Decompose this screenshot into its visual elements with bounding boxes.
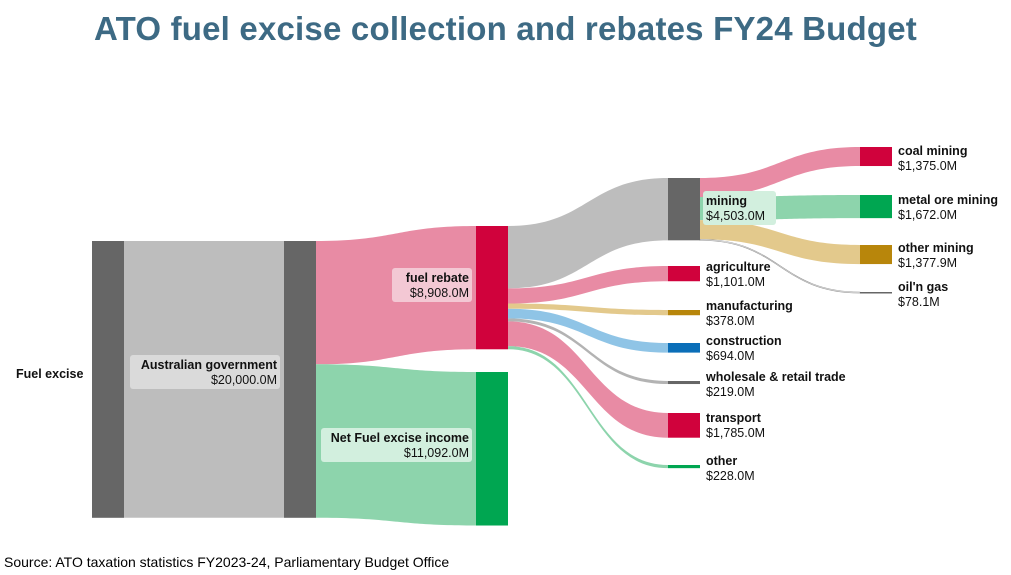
label-net-income-name: Net Fuel excise income	[331, 431, 469, 445]
label-box-aus-gov	[130, 355, 280, 389]
label-agriculture-value: $1,101.0M	[706, 275, 765, 289]
label-construction-value: $694.0M	[706, 349, 755, 363]
label-aus-gov-value: $20,000.0M	[211, 373, 277, 387]
node-coal	[860, 147, 892, 167]
node-fuel_excise	[92, 241, 124, 518]
label-metal-value: $1,672.0M	[898, 208, 957, 222]
label-wholesale-name: wholesale & retail trade	[705, 370, 846, 384]
link-fuel_rebate-to-wholesale	[508, 318, 668, 385]
label-oil_gas-name: oil'n gas	[898, 280, 948, 294]
label-coal-name: coal mining	[898, 144, 967, 158]
link-fuel_rebate-to-manufacturing	[508, 303, 668, 316]
label-other_mining-value: $1,377.9M	[898, 256, 957, 270]
link-fuel_rebate-to-mining	[508, 178, 668, 289]
label-fuel-excise-name: Fuel excise	[16, 367, 83, 381]
label-other-name: other	[706, 454, 737, 468]
link-mining-to-coal	[700, 147, 860, 198]
label-construction-name: construction	[706, 334, 782, 348]
label-box-fuel-rebate	[392, 268, 472, 302]
label-metal-name: metal ore mining	[898, 193, 998, 207]
label-agriculture-name: agriculture	[706, 260, 771, 274]
label-oil_gas-value: $78.1M	[898, 295, 940, 309]
label-transport-value: $1,785.0M	[706, 426, 765, 440]
label-other_mining-name: other mining	[898, 241, 974, 255]
node-transport	[668, 413, 700, 438]
node-other_mining	[860, 245, 892, 265]
chart-title: ATO fuel excise collection and rebates F…	[93, 10, 917, 47]
label-net-income-value: $11,092.0M	[404, 446, 469, 460]
node-agriculture	[668, 266, 700, 282]
node-manufacturing	[668, 310, 700, 316]
label-aus-gov-name: Australian government	[141, 358, 278, 372]
label-wholesale-value: $219.0M	[706, 385, 755, 399]
label-transport-name: transport	[706, 411, 762, 425]
label-fuel-rebate-value: $8,908.0M	[410, 286, 469, 300]
label-mining-name: mining	[706, 194, 747, 208]
node-oil_gas	[860, 292, 892, 294]
source-note: Source: ATO taxation statistics FY2023-2…	[4, 554, 450, 570]
label-box-net-income	[321, 428, 472, 462]
node-mining	[668, 178, 700, 241]
label-fuel-rebate-name: fuel rebate	[406, 271, 469, 285]
link-fuel_rebate-to-agriculture	[508, 266, 668, 304]
label-mining-value: $4,503.0M	[706, 209, 765, 223]
node-other	[668, 465, 700, 469]
label-box-mining	[703, 191, 776, 225]
link-fuel_rebate-to-construction	[508, 308, 668, 353]
link-fuel_rebate-to-transport	[508, 321, 668, 438]
label-coal-value: $1,375.0M	[898, 159, 957, 173]
node-net_income	[476, 372, 508, 526]
node-metal	[860, 195, 892, 219]
node-construction	[668, 343, 700, 353]
link-fuel_rebate-to-other	[508, 346, 668, 469]
node-aus_gov	[284, 241, 316, 518]
label-manufacturing-value: $378.0M	[706, 314, 755, 328]
label-other-value: $228.0M	[706, 469, 755, 483]
link-mining-to-other_mining	[700, 220, 860, 265]
node-wholesale	[668, 381, 700, 385]
label-manufacturing-name: manufacturing	[706, 299, 793, 313]
node-fuel_rebate	[476, 226, 508, 350]
